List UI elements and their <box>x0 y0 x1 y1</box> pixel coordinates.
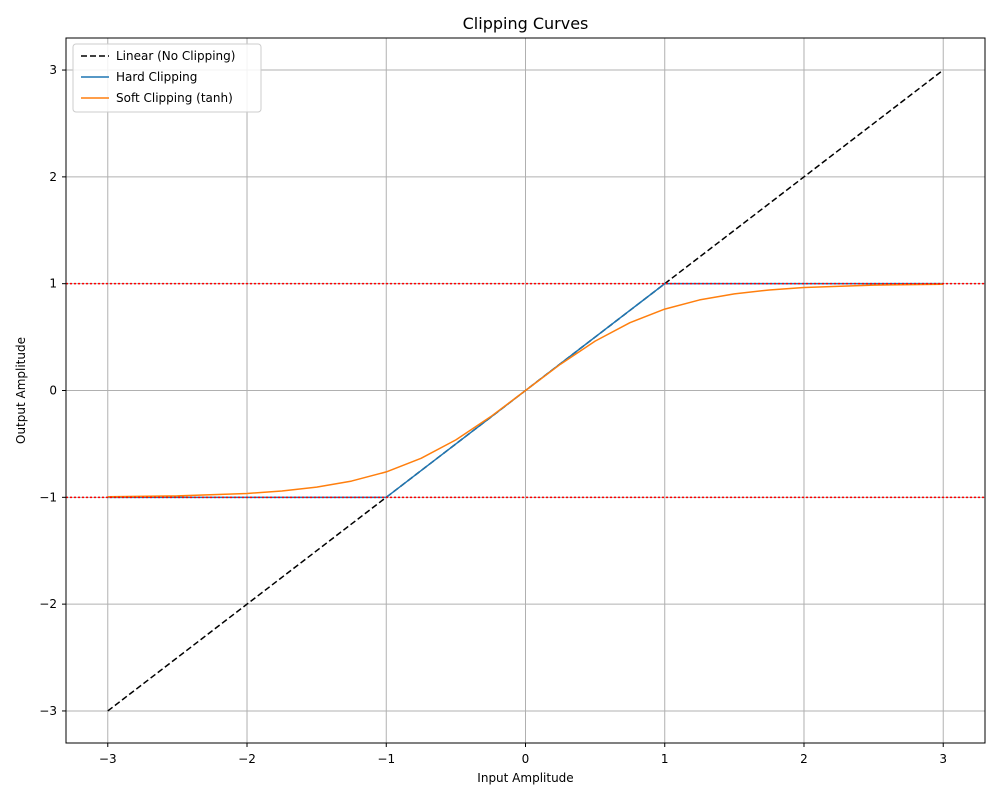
legend-label: Linear (No Clipping) <box>116 49 235 63</box>
y-tick-label: −2 <box>39 597 57 611</box>
series-line-3 <box>107 283 944 498</box>
chart-title: Clipping Curves <box>463 14 589 33</box>
y-tick-label: −3 <box>39 704 57 718</box>
legend-box <box>72 43 262 113</box>
x-tick-label: 2 <box>800 752 808 766</box>
x-tick-label: −2 <box>238 752 256 766</box>
y-tick-label: 1 <box>49 277 57 291</box>
legend: Linear (No Clipping) Hard Clipping Soft Cl… <box>72 43 262 113</box>
y-tick-label: 0 <box>49 384 57 398</box>
legend-label: Hard Clipping <box>116 70 197 84</box>
x-tick-label: 3 <box>939 752 947 766</box>
axis-ticks: −3 −2 −1 0 1 2 3 −3 −2 −1 0 1 2 3 <box>39 63 947 766</box>
y-tick-label: 3 <box>49 63 57 77</box>
y-axis-label: Output Amplitude <box>14 337 28 444</box>
y-tick-label: 2 <box>49 170 57 184</box>
legend-label: Soft Clipping (tanh) <box>116 91 233 105</box>
x-tick-label: −1 <box>377 752 395 766</box>
x-tick-label: −3 <box>99 752 117 766</box>
x-tick-label: 1 <box>661 752 669 766</box>
x-tick-label: 0 <box>522 752 530 766</box>
x-axis-label: Input Amplitude <box>477 771 573 785</box>
y-tick-label: −1 <box>39 490 57 504</box>
plot-content <box>66 69 985 712</box>
